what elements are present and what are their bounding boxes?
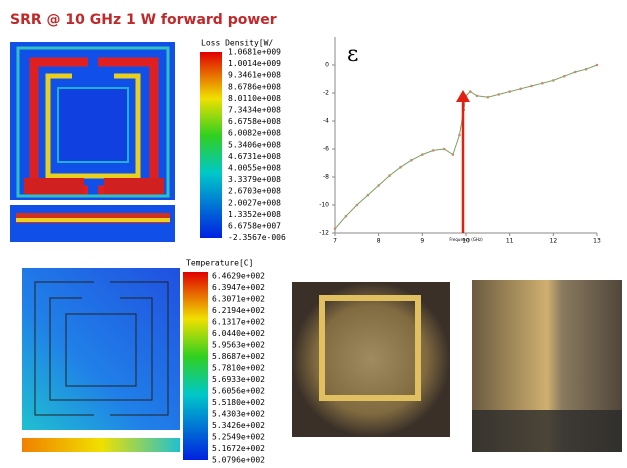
- x-axis-label: Frequency (GHz): [449, 237, 483, 242]
- point: [388, 174, 391, 177]
- photo-base: [472, 410, 622, 452]
- loss-legend-label: -2.3567e-006: [228, 233, 286, 242]
- loss-legend-label: 9.3461e+008: [228, 71, 281, 80]
- temp-legend-label: 5.2549e+002: [212, 433, 265, 442]
- point: [377, 184, 380, 187]
- temp-legend-label: 5.4303e+002: [212, 410, 265, 419]
- point: [584, 67, 588, 71]
- point: [458, 133, 461, 137]
- temp-legend-label: 5.3426e+002: [212, 421, 265, 430]
- point: [519, 87, 522, 91]
- loss-legend-label: 6.0082e+008: [228, 129, 281, 138]
- x-tick-label: 12: [550, 238, 558, 245]
- photo-front: [292, 282, 450, 437]
- x-tick-label: 13: [593, 238, 601, 245]
- temp-legend-label: 5.7810e+002: [212, 364, 265, 373]
- point: [475, 94, 479, 98]
- loss-legend-title: Loss Density[W/: [201, 39, 273, 48]
- loss-legend-label: 6.6758e+007: [228, 222, 281, 231]
- y-tick-label: -6: [323, 146, 329, 153]
- y-tick-label: -10: [319, 202, 329, 209]
- loss-legend-label: 3.3379e+008: [228, 175, 281, 184]
- loss-legend-label: 4.6731e+008: [228, 152, 281, 161]
- x-tick-label: 11: [506, 238, 514, 245]
- point: [399, 165, 402, 169]
- temp-legend-label: 5.8687e+002: [212, 352, 265, 361]
- loss-legend-label: 8.6786e+008: [228, 82, 281, 91]
- temp-legend-label: 6.4629e+002: [212, 272, 265, 281]
- point: [451, 153, 455, 156]
- temp-sim: [22, 268, 180, 452]
- loss-legend-label: 8.0110e+008: [228, 94, 281, 103]
- point: [541, 81, 544, 85]
- epsilon: ε: [347, 42, 358, 67]
- point: [421, 153, 424, 156]
- x-tick-label: 10: [462, 238, 470, 245]
- y-tick-label: -8: [323, 174, 329, 181]
- point: [486, 95, 490, 99]
- title: SRR @ 10 GHz 1 W forward power: [10, 12, 277, 28]
- temp-legend-label: 5.6933e+002: [212, 375, 265, 384]
- temp-legend-label: 6.1317e+002: [212, 318, 265, 327]
- loss-legend-label: 2.6703e+008: [228, 187, 281, 196]
- temp-legend-label: 5.0796e+002: [212, 456, 265, 465]
- y-tick-label: -4: [323, 118, 329, 125]
- loss-legend-label: 1.0014e+009: [228, 59, 281, 68]
- x-tick-label: 9: [420, 238, 424, 245]
- point: [469, 90, 472, 93]
- point: [595, 63, 599, 67]
- point: [573, 70, 577, 74]
- point: [562, 74, 566, 78]
- temp-legend-label: 5.9563e+002: [212, 341, 265, 350]
- point: [355, 203, 359, 207]
- point: [442, 147, 446, 151]
- point: [410, 158, 413, 162]
- temp-legend-label: 5.6056e+002: [212, 387, 265, 396]
- photo-ring: [319, 295, 421, 401]
- point: [552, 79, 555, 82]
- loss-colorbar: [200, 52, 222, 238]
- temp-legend-title: Temperature[C]: [186, 259, 253, 268]
- loss-legend-label: 2.0027e+008: [228, 198, 281, 207]
- x-tick-label: 8: [377, 238, 381, 245]
- point: [431, 149, 435, 152]
- loss-legend-label: 4.0055e+008: [228, 164, 281, 173]
- loss-legend-label: 7.3434e+008: [228, 106, 281, 115]
- temp-legend-label: 6.2194e+002: [212, 306, 265, 315]
- arrow-head: [456, 90, 470, 102]
- loss-legend-label: 5.3406e+008: [228, 140, 281, 149]
- point: [333, 227, 337, 231]
- loss-legend-label: 1.0681e+009: [228, 48, 281, 57]
- point: [530, 84, 533, 88]
- loss-sim: [10, 42, 175, 242]
- loss-legend-label: 1.3352e+008: [228, 210, 281, 219]
- temp-legend-label: 5.5180e+002: [212, 398, 265, 407]
- point: [366, 193, 370, 197]
- temp-legend-label: 5.1672e+002: [212, 444, 265, 453]
- temp-colorbar: [183, 272, 208, 460]
- point: [344, 214, 348, 218]
- y-tick-label: -2: [323, 90, 329, 97]
- loss-legend-label: 6.6758e+008: [228, 117, 281, 126]
- temp-legend-label: 6.3947e+002: [212, 283, 265, 292]
- point: [508, 90, 511, 93]
- x-tick-label: 7: [333, 238, 337, 245]
- temp-legend-label: 6.0440e+002: [212, 329, 265, 338]
- y-tick-label: -12: [319, 230, 329, 237]
- line: [334, 64, 598, 230]
- y-tick-label: 0: [325, 62, 329, 69]
- point: [497, 93, 501, 96]
- temp-legend-label: 6.3071e+002: [212, 295, 265, 304]
